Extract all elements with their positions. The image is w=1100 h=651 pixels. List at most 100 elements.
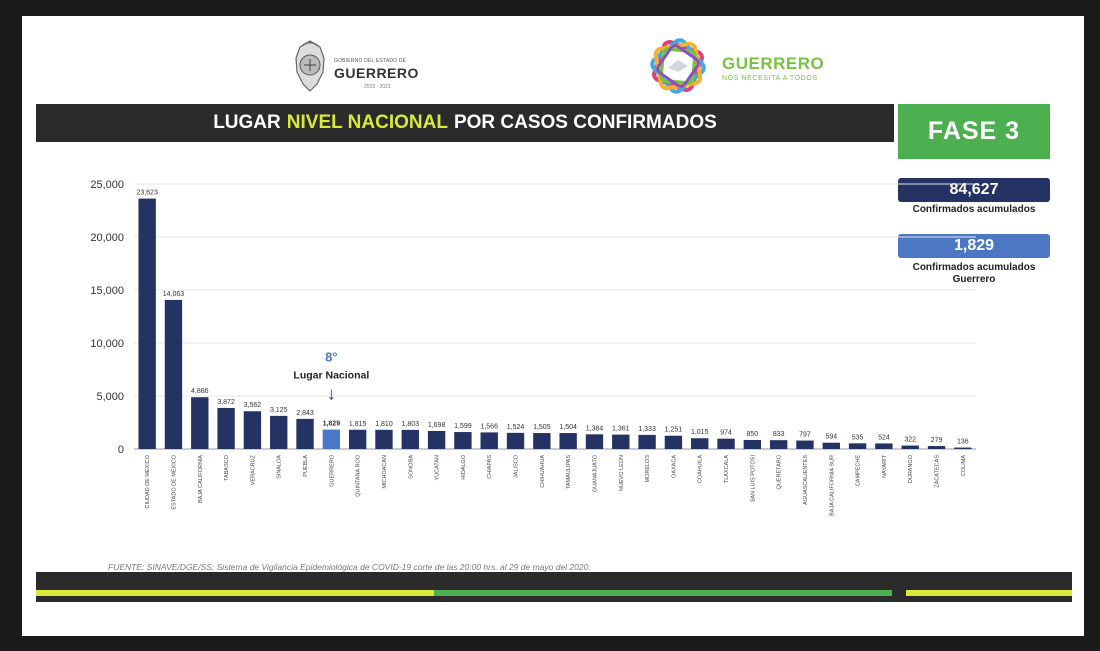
x-tick-label: BAJA CALIFORNIA bbox=[198, 455, 204, 503]
bar-value-label: 1,810 bbox=[375, 421, 393, 428]
x-tick-label: BAJA CALIFORNIA SUR bbox=[829, 455, 835, 516]
x-tick-label: MORELOS bbox=[645, 455, 651, 483]
title-part-1: LUGAR bbox=[213, 112, 281, 133]
down-arrow-icon: ↓ bbox=[327, 384, 336, 404]
bar-value-label: 1,815 bbox=[349, 421, 367, 428]
bar bbox=[401, 429, 419, 449]
x-tick-label: PUEBLA bbox=[303, 455, 309, 477]
bar-value-label: 594 bbox=[825, 434, 837, 441]
x-tick-label: QUINTANA ROO bbox=[356, 454, 362, 496]
x-tick-label: TAMAULIPAS bbox=[566, 455, 572, 489]
rank-annotation: 8° bbox=[325, 350, 337, 365]
bar bbox=[848, 443, 867, 449]
y-tick-label: 10,000 bbox=[90, 338, 124, 350]
x-tick-label: HIDALGO bbox=[461, 454, 467, 479]
x-tick-label: NAYARIT bbox=[882, 454, 888, 478]
bar bbox=[533, 433, 551, 449]
bar bbox=[191, 397, 209, 449]
x-tick-label: AGUASCALIENTES bbox=[803, 455, 809, 505]
x-tick-label: GUANAJUATO bbox=[592, 454, 598, 492]
bar bbox=[822, 442, 840, 449]
y-tick-label: 15,000 bbox=[90, 285, 124, 297]
total-confirmed-value: 84,627 bbox=[898, 178, 1050, 202]
bar-value-label: 1,333 bbox=[638, 426, 656, 433]
y-tick-label: 25,000 bbox=[90, 179, 124, 191]
title-part-2: POR CASOS CONFIRMADOS bbox=[453, 112, 717, 133]
bar bbox=[901, 445, 919, 449]
bar-value-label: 14,063 bbox=[163, 291, 185, 298]
brand-name: GUERRERO bbox=[722, 54, 825, 73]
bar-value-label: 535 bbox=[852, 434, 864, 441]
bar-value-label: 1,803 bbox=[402, 421, 420, 428]
bar bbox=[612, 434, 630, 449]
bar bbox=[243, 411, 262, 449]
bar-value-label: 3,562 bbox=[244, 402, 262, 409]
bar-value-label: 279 bbox=[931, 437, 943, 444]
bar-value-label: 797 bbox=[799, 432, 811, 439]
guerrero-confirmed-value: 1,829 bbox=[898, 234, 1050, 258]
x-tick-label: VERACRUZ bbox=[250, 454, 256, 485]
slide-title: LUGAR NIVEL NACIONAL POR CASOS CONFIRMAD… bbox=[36, 104, 894, 142]
bar bbox=[138, 198, 156, 449]
bar-value-label: 974 bbox=[720, 430, 732, 437]
bar bbox=[296, 418, 314, 449]
bar bbox=[480, 432, 498, 449]
x-tick-label: ESTADO DE MEXICO bbox=[171, 454, 177, 509]
data-source-note: FUENTE: SINAVE/DGE/SS: Sistema de Vigila… bbox=[108, 562, 591, 572]
x-tick-label: QUERETARO bbox=[777, 454, 783, 489]
brand-knot-icon bbox=[650, 38, 706, 94]
title-highlight: NIVEL NACIONAL bbox=[286, 112, 448, 133]
bar bbox=[559, 433, 577, 449]
bar-value-label: 1,384 bbox=[586, 425, 604, 432]
bar-value-label: 136 bbox=[957, 439, 969, 446]
x-tick-label: COAHUILA bbox=[698, 455, 704, 483]
bar bbox=[796, 440, 814, 449]
bar-value-label: 3,125 bbox=[270, 407, 288, 414]
bar-value-label: 1,504 bbox=[559, 424, 577, 431]
guerrero-confirmed-label: Confirmados acumulados Guerrero bbox=[892, 262, 1056, 286]
footer-stripe-green bbox=[434, 590, 892, 596]
bar bbox=[875, 443, 893, 449]
bar bbox=[217, 407, 235, 449]
x-tick-label: DURANGO bbox=[908, 454, 914, 483]
y-tick-label: 20,000 bbox=[90, 232, 124, 244]
bar bbox=[691, 438, 709, 449]
bar-value-label: 1,251 bbox=[665, 427, 683, 434]
bar bbox=[322, 429, 341, 449]
bar bbox=[506, 432, 525, 449]
x-tick-label: CHIHUAHUA bbox=[540, 455, 546, 488]
guerrero-confirmed-label-line2: Guerrero bbox=[952, 274, 996, 285]
x-tick-label: TABASCO bbox=[224, 454, 230, 481]
y-tick-label: 0 bbox=[118, 444, 124, 456]
y-tick-label: 5,000 bbox=[96, 391, 124, 403]
bar bbox=[454, 432, 472, 449]
bar-value-label: 1,566 bbox=[480, 423, 498, 430]
x-tick-label: JALISCO bbox=[514, 454, 520, 478]
bar bbox=[743, 439, 762, 449]
x-tick-label: CAMPECHE bbox=[856, 455, 862, 487]
bar-value-label: 850 bbox=[747, 431, 759, 438]
bar bbox=[427, 431, 446, 449]
bar-value-label: 2,843 bbox=[296, 410, 314, 417]
state-seal-icon bbox=[295, 40, 325, 92]
bar-value-label: 524 bbox=[878, 434, 890, 441]
bar bbox=[585, 434, 604, 449]
guerrero-brand-logo: GUERRERO NOS NECESITA A TODOS bbox=[650, 38, 840, 98]
footer-stripe-yellow-left bbox=[36, 590, 434, 596]
bar-value-label: 1,361 bbox=[612, 426, 630, 433]
footer-band bbox=[36, 572, 1072, 602]
phase-badge: FASE 3 bbox=[898, 104, 1050, 159]
rank-annotation-label: Lugar Nacional bbox=[293, 370, 369, 382]
x-tick-label: MICHOACAN bbox=[382, 455, 388, 489]
x-tick-label: SAN LUIS POTOSI bbox=[750, 455, 756, 503]
x-tick-label: CHIAPAS bbox=[487, 455, 493, 479]
bar bbox=[927, 446, 946, 449]
bar bbox=[348, 429, 367, 449]
bar-value-label: 4,886 bbox=[191, 388, 209, 395]
bar bbox=[638, 434, 656, 449]
x-tick-label: TLAXCALA bbox=[724, 455, 730, 483]
bar bbox=[717, 438, 735, 449]
x-tick-label: GUERRERO bbox=[329, 454, 335, 487]
bar-value-label: 1,524 bbox=[507, 424, 525, 431]
x-tick-label: YUCATAN bbox=[435, 455, 441, 480]
